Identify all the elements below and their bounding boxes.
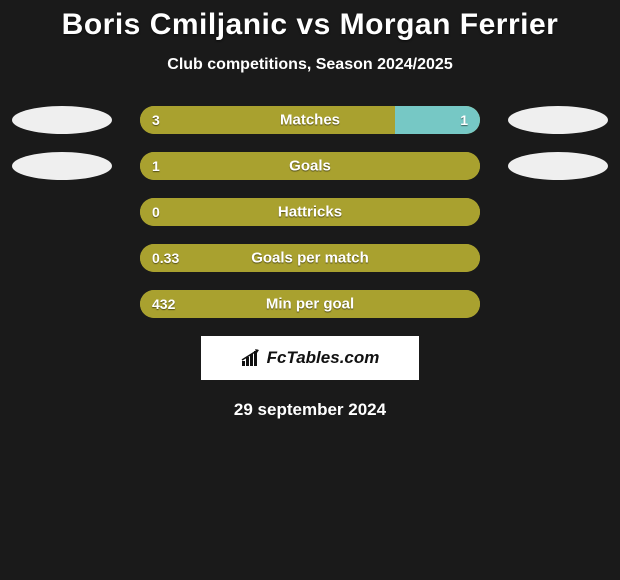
stat-bar: 0.33Goals per match xyxy=(140,244,480,272)
bars-icon xyxy=(241,349,263,367)
spacer xyxy=(12,290,112,318)
stat-row: 0Hattricks xyxy=(0,198,620,226)
stat-label: Matches xyxy=(140,112,480,129)
player-left-photo xyxy=(12,152,112,180)
stat-label: Min per goal xyxy=(140,296,480,313)
stat-row: 1Goals xyxy=(0,152,620,180)
date: 29 september 2024 xyxy=(0,400,620,420)
logo: FcTables.com xyxy=(241,348,380,368)
logo-text: FcTables.com xyxy=(267,348,380,368)
player-right-photo xyxy=(508,152,608,180)
stat-row: 31Matches xyxy=(0,106,620,134)
stat-bar: 31Matches xyxy=(140,106,480,134)
spacer xyxy=(508,244,608,272)
stat-row: 432Min per goal xyxy=(0,290,620,318)
spacer xyxy=(508,198,608,226)
spacer xyxy=(12,244,112,272)
stat-bar: 0Hattricks xyxy=(140,198,480,226)
stat-label: Hattricks xyxy=(140,204,480,221)
page-title: Boris Cmiljanic vs Morgan Ferrier xyxy=(0,8,620,42)
spacer xyxy=(508,290,608,318)
stats-rows: 31Matches 1Goals 0Hattricks 0.33Goals per m… xyxy=(0,106,620,318)
stat-row: 0.33Goals per match xyxy=(0,244,620,272)
stat-label: Goals xyxy=(140,158,480,175)
player-right-photo xyxy=(508,106,608,134)
subtitle: Club competitions, Season 2024/2025 xyxy=(0,56,620,74)
logo-box: FcTables.com xyxy=(201,336,419,380)
stat-label: Goals per match xyxy=(140,250,480,267)
player-left-photo xyxy=(12,106,112,134)
spacer xyxy=(12,198,112,226)
comparison-card: Boris Cmiljanic vs Morgan Ferrier Club c… xyxy=(0,0,620,420)
stat-bar: 1Goals xyxy=(140,152,480,180)
stat-bar: 432Min per goal xyxy=(140,290,480,318)
